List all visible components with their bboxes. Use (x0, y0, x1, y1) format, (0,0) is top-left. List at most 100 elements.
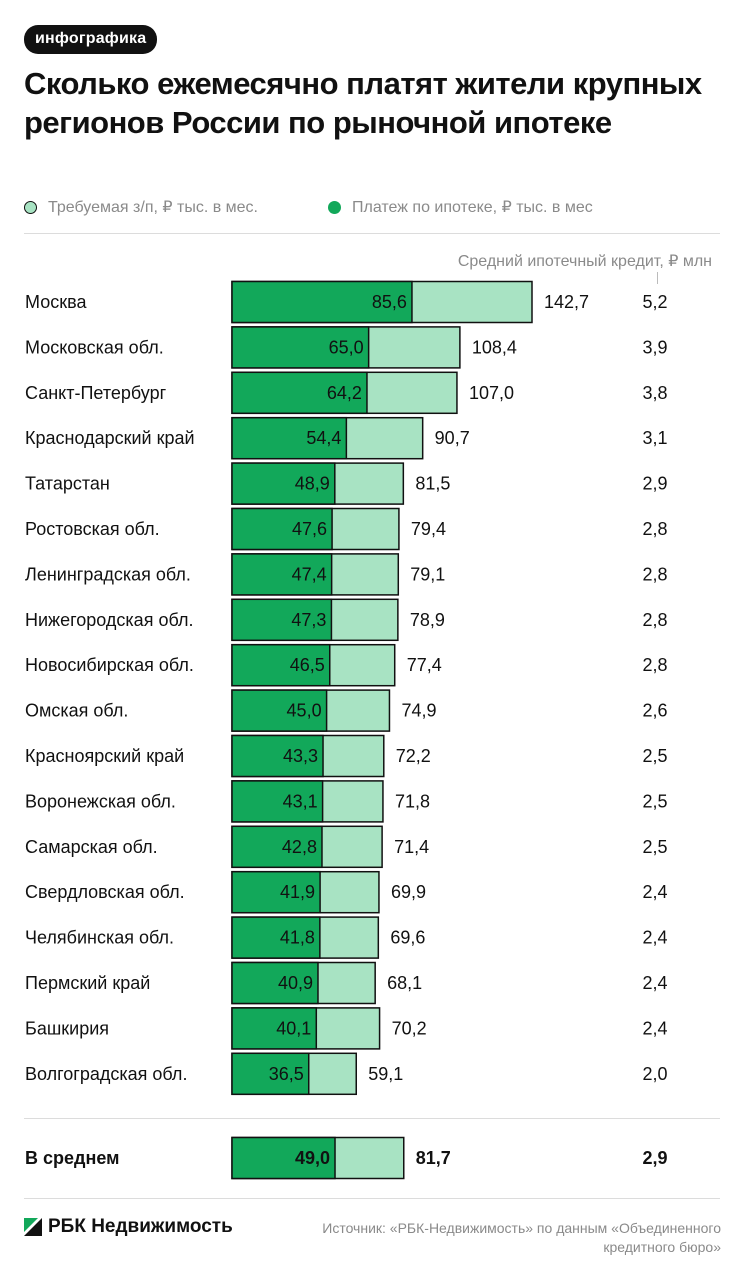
row-5-loan-value: 2,8 (642, 519, 667, 539)
row-8-salary-value: 77,4 (407, 655, 442, 675)
row-4-loan-value: 2,9 (642, 474, 667, 494)
row-5-payment-bar (231, 507, 333, 551)
row-16-label: Башкирия (25, 1018, 109, 1038)
legend-item-salary: Требуемая з/п, ₽ тыс. в мес. (24, 197, 258, 217)
row-2-loan-value: 3,8 (642, 383, 667, 403)
row-6-payment-value: 47,4 (292, 564, 327, 584)
row-3-label: Краснодарский край (25, 428, 195, 448)
row-average-loan-value: 2,9 (642, 1148, 667, 1168)
legend-label-payment: Платеж по ипотеке, ₽ тыс. в мес (352, 199, 593, 216)
row-7-payment-value: 47,3 (291, 610, 326, 630)
row-10-payment-value: 43,3 (283, 746, 318, 766)
row-11-label: Воронежская обл. (25, 791, 176, 811)
row-7-label: Нижегородская обл. (25, 610, 193, 630)
row-14-payment-bar (231, 916, 321, 959)
row-3-payment-value: 54,4 (306, 428, 341, 448)
row-8-label: Новосибирская обл. (25, 655, 194, 675)
row-11-salary-value: 71,8 (395, 791, 430, 811)
row-12-payment-bar (231, 825, 323, 869)
row-9-payment-bar (231, 689, 328, 732)
brand-logo: РБК Недвижимость (24, 1216, 233, 1238)
loan-column-tick (657, 272, 658, 284)
row-4-payment-value: 48,9 (295, 474, 330, 494)
page-title: Сколько ежемесячно платят жители крупных… (24, 66, 702, 140)
legend-label-salary: Требуемая з/п, ₽ тыс. в мес. (48, 199, 258, 216)
row-8-payment-value: 46,5 (290, 655, 325, 675)
row-12-salary-value: 71,4 (394, 837, 429, 857)
row-2-payment-value: 64,2 (327, 383, 362, 403)
row-15-loan-value: 2,4 (642, 973, 667, 993)
row-6-payment-bar (231, 553, 333, 596)
row-17-payment-value: 36,5 (269, 1064, 304, 1084)
row-9-payment-value: 45,0 (287, 701, 322, 721)
row-17-label: Волгоградская обл. (25, 1064, 187, 1084)
row-15-salary-value: 68,1 (387, 973, 422, 993)
row-7-loan-value: 2,8 (642, 610, 667, 630)
row-13-payment-value: 41,9 (280, 882, 315, 902)
row-13-loan-value: 2,4 (642, 882, 667, 902)
row-2-payment-bar (231, 371, 368, 415)
row-15-label: Пермский край (25, 973, 150, 993)
row-13-payment-bar (231, 870, 321, 914)
row-6-label: Ленинградская обл. (25, 564, 191, 584)
row-11-payment-value: 43,1 (283, 791, 318, 811)
legend: Требуемая з/п, ₽ тыс. в мес. Платеж по и… (24, 197, 663, 217)
source-note: Источник: «РБК-Недвижимость» по данным «… (322, 1220, 721, 1255)
row-2-label: Санкт-Петербург (25, 383, 167, 403)
row-5-payment-value: 47,6 (292, 519, 327, 539)
legend-item-payment: Платеж по ипотеке, ₽ тыс. в мес (328, 197, 593, 217)
row-14-salary-value: 69,6 (390, 928, 425, 948)
loan-column-header: Средний ипотечный кредит, ₽ млн (457, 253, 712, 270)
row-average-salary-value: 81,7 (416, 1148, 451, 1168)
row-0-loan-value: 5,2 (642, 292, 667, 312)
row-average-payment-value: 49,0 (295, 1148, 330, 1168)
legend-swatch-dark (328, 200, 341, 214)
infographic-badge: инфографика (24, 25, 158, 54)
row-13-salary-value: 69,9 (391, 882, 426, 902)
row-1-loan-value: 3,9 (642, 337, 667, 357)
row-6-loan-value: 2,8 (642, 564, 667, 584)
row-1-salary-value: 108,4 (472, 337, 517, 357)
row-4-payment-bar (231, 462, 336, 505)
row-average-payment-bar (231, 1136, 336, 1180)
legend-swatch-light (24, 200, 37, 214)
row-17-loan-value: 2,0 (642, 1064, 667, 1084)
row-6-salary-value: 79,1 (410, 564, 445, 584)
row-13-label: Свердловская обл. (25, 882, 185, 902)
row-16-payment-value: 40,1 (276, 1018, 311, 1038)
row-16-loan-value: 2,4 (642, 1018, 667, 1038)
row-0-payment-value: 85,6 (372, 292, 407, 312)
row-16-salary-value: 70,2 (392, 1018, 427, 1038)
row-10-salary-value: 72,2 (396, 746, 431, 766)
divider-average (24, 1118, 720, 1119)
row-11-loan-value: 2,5 (642, 791, 667, 811)
divider-top (24, 233, 720, 234)
brand-name: РБК Недвижимость (48, 1216, 233, 1237)
row-17-payment-bar (231, 1052, 310, 1096)
row-0-payment-bar (231, 280, 413, 324)
row-5-label: Ростовская обл. (25, 519, 160, 539)
row-16-payment-bar (231, 1007, 318, 1050)
row-3-loan-value: 3,1 (642, 428, 667, 448)
row-2-salary-value: 107,0 (469, 383, 514, 403)
row-average-label: В среднем (25, 1148, 119, 1168)
row-10-label: Красноярский край (25, 746, 184, 766)
row-14-label: Челябинская обл. (25, 928, 174, 948)
row-14-payment-value: 41,8 (280, 928, 315, 948)
rbc-logo-icon (24, 1218, 42, 1236)
row-14-loan-value: 2,4 (642, 928, 667, 948)
row-9-label: Омская обл. (25, 701, 128, 721)
row-5-salary-value: 79,4 (411, 519, 446, 539)
row-0-label: Москва (25, 292, 87, 312)
row-3-salary-value: 90,7 (435, 428, 470, 448)
row-4-salary-value: 81,5 (415, 474, 450, 494)
row-3-payment-bar (231, 416, 348, 460)
row-1-payment-value: 65,0 (329, 337, 364, 357)
row-9-loan-value: 2,6 (642, 701, 667, 721)
row-1-label: Московская обл. (25, 337, 164, 357)
row-15-payment-value: 40,9 (278, 973, 313, 993)
row-8-payment-bar (231, 643, 331, 687)
row-1-payment-bar (231, 326, 370, 369)
row-10-payment-bar (231, 734, 324, 778)
